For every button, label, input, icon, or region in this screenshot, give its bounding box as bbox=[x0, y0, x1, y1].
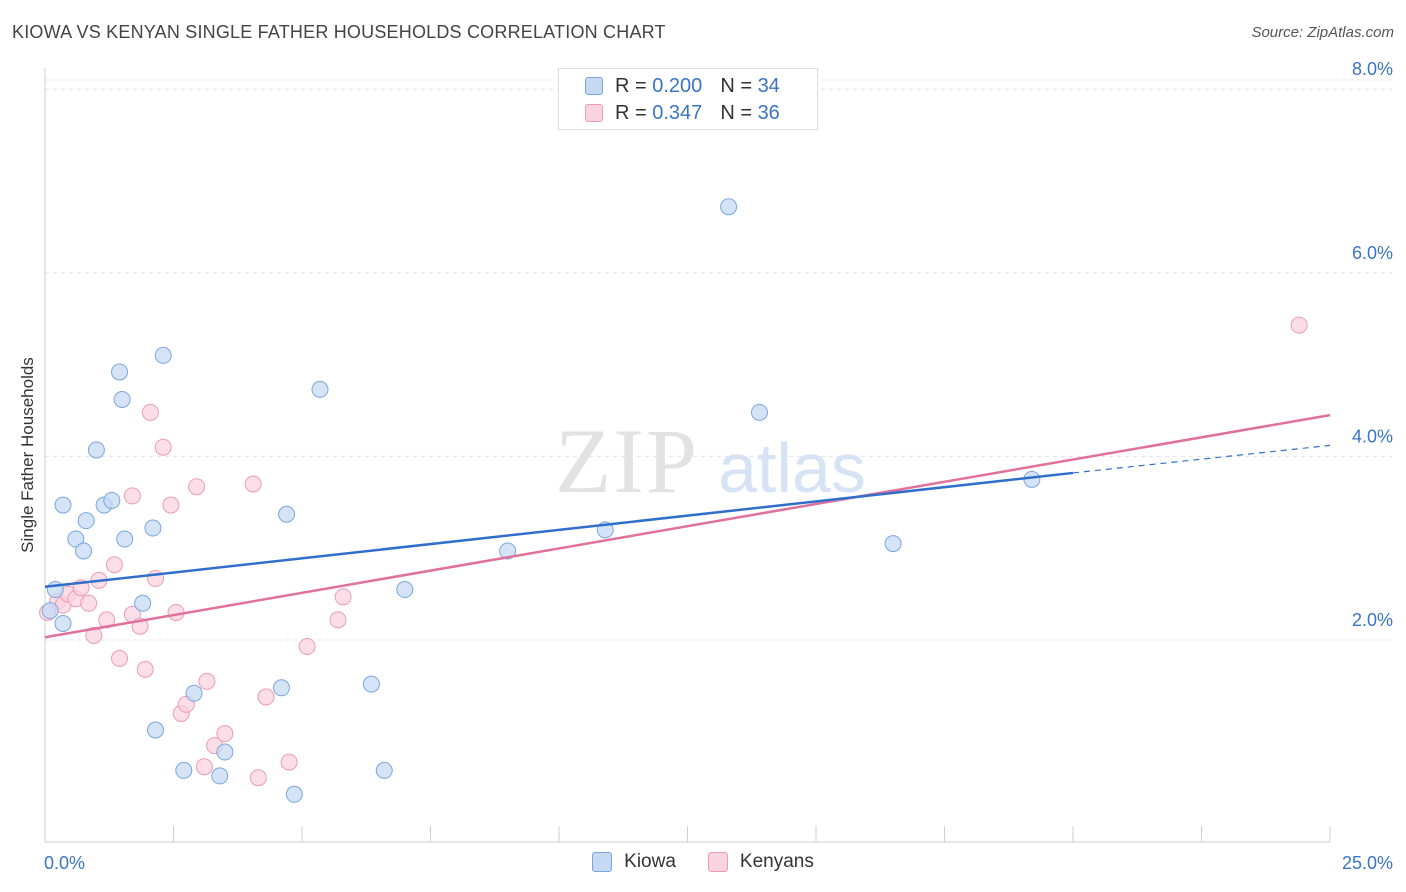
kenyans-point bbox=[105, 556, 123, 574]
kenyans-point bbox=[80, 594, 98, 612]
watermark: ZIP atlas bbox=[555, 410, 866, 512]
x-tick-label-max: 25.0% bbox=[1342, 853, 1393, 873]
kiowa-point bbox=[54, 614, 72, 632]
legend-label-kenyans: Kenyans bbox=[739, 851, 814, 872]
kenyans-points bbox=[39, 316, 1308, 787]
chart-title: KIOWA VS KENYAN SINGLE FATHER HOUSEHOLDS… bbox=[12, 22, 666, 42]
kenyans-point bbox=[329, 611, 347, 629]
kenyans-point bbox=[216, 725, 234, 743]
kiowa-trend-extension bbox=[1072, 444, 1331, 474]
kiowa-point bbox=[144, 519, 162, 537]
kiowa-point bbox=[272, 679, 290, 697]
kenyans-point bbox=[198, 672, 216, 690]
y-tick-label: 2.0% bbox=[1352, 610, 1393, 630]
kiowa-point bbox=[75, 542, 93, 560]
kiowa-point bbox=[396, 581, 414, 599]
kenyans-point bbox=[136, 660, 154, 678]
gridlines bbox=[45, 79, 1392, 641]
kenyans-point bbox=[123, 487, 141, 505]
kiowa-point bbox=[77, 512, 95, 530]
source-credit: Source: ZipAtlas.com bbox=[1251, 24, 1394, 41]
legend-label-kiowa: Kiowa bbox=[624, 851, 676, 872]
kiowa-point bbox=[499, 542, 517, 560]
kenyans-point bbox=[85, 626, 103, 644]
legend-r-value-kiowa: 0.200 bbox=[652, 74, 703, 97]
legend-r-label: R = bbox=[615, 74, 647, 97]
kenyans-point bbox=[244, 475, 262, 493]
kiowa-point bbox=[147, 721, 165, 739]
legend-n-label: N = bbox=[720, 74, 752, 97]
kiowa-point bbox=[750, 403, 768, 421]
legend-row-kenyans: R = 0.347 N = 36 bbox=[585, 100, 780, 126]
legend-swatch-kenyans bbox=[585, 104, 603, 122]
kenyans-point bbox=[280, 753, 298, 771]
kenyans-point bbox=[195, 758, 213, 776]
legend-swatch-kiowa bbox=[585, 77, 603, 95]
x-tick-label-min: 0.0% bbox=[44, 853, 85, 873]
legend-r-value-kenyans: 0.347 bbox=[652, 101, 703, 124]
legend-swatch-kenyans bbox=[707, 852, 728, 872]
kiowa-point bbox=[720, 198, 738, 216]
legend-n-value-kiowa: 34 bbox=[757, 74, 780, 97]
kenyans-point bbox=[334, 588, 352, 606]
kiowa-point bbox=[211, 767, 229, 785]
kenyans-point bbox=[257, 688, 275, 706]
kiowa-point bbox=[285, 785, 303, 803]
kenyans-point bbox=[162, 496, 180, 514]
axes bbox=[44, 68, 1331, 843]
kiowa-point bbox=[362, 675, 380, 693]
kiowa-trend-line bbox=[44, 471, 1074, 589]
kenyans-point bbox=[141, 403, 159, 421]
kenyans-point bbox=[298, 637, 316, 655]
kenyans-point bbox=[188, 478, 206, 496]
kiowa-point bbox=[113, 390, 131, 408]
kiowa-point bbox=[311, 380, 329, 398]
kiowa-point bbox=[116, 530, 134, 548]
y-tick-label: 6.0% bbox=[1352, 243, 1393, 263]
correlation-legend: R = 0.200 N = 34 R = 0.347 N = 36 bbox=[558, 68, 818, 130]
legend-row-kiowa: R = 0.200 N = 34 bbox=[585, 73, 780, 99]
kiowa-point bbox=[103, 491, 121, 509]
kiowa-point bbox=[67, 530, 85, 548]
legend-item-kiowa: Kiowa bbox=[592, 851, 676, 873]
y-tick-label: 8.0% bbox=[1352, 59, 1393, 79]
kiowa-points bbox=[41, 198, 1041, 803]
watermark-zip: ZIP bbox=[555, 410, 699, 512]
kiowa-point bbox=[134, 594, 152, 612]
kiowa-point bbox=[54, 496, 72, 514]
series-legend: Kiowa Kenyans bbox=[0, 851, 1406, 873]
kenyans-trend-line bbox=[44, 413, 1331, 639]
y-tick-label: 4.0% bbox=[1352, 426, 1393, 446]
kiowa-point bbox=[278, 505, 296, 523]
legend-n-label: N = bbox=[720, 101, 752, 124]
kenyans-point bbox=[1290, 316, 1308, 334]
kiowa-point bbox=[154, 346, 172, 364]
trend-lines bbox=[44, 413, 1331, 639]
y-axis-label: Single Father Households bbox=[18, 357, 37, 553]
kenyans-point bbox=[249, 769, 267, 787]
kiowa-point bbox=[175, 761, 193, 779]
kiowa-point bbox=[375, 761, 393, 779]
kiowa-point bbox=[884, 535, 902, 553]
kenyans-point bbox=[111, 649, 129, 667]
kiowa-point bbox=[41, 602, 59, 620]
kiowa-point bbox=[111, 363, 129, 381]
kiowa-point bbox=[216, 743, 234, 761]
legend-n-value-kenyans: 36 bbox=[757, 101, 780, 124]
tick-labels: 2.0% 4.0% 6.0% 8.0% 0.0% 25.0% bbox=[44, 59, 1393, 873]
kiowa-point bbox=[87, 441, 105, 459]
legend-item-kenyans: Kenyans bbox=[707, 851, 814, 873]
kiowa-point bbox=[185, 684, 203, 702]
kenyans-point bbox=[154, 438, 172, 456]
watermark-atlas: atlas bbox=[718, 429, 866, 507]
legend-swatch-kiowa bbox=[592, 852, 613, 872]
legend-r-label: R = bbox=[615, 101, 647, 124]
